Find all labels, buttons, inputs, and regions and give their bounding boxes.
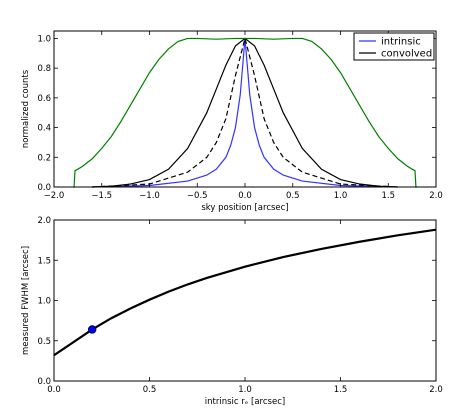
- profile-xtick-label: −0.5: [187, 191, 208, 201]
- fwhm-lines: [53, 228, 437, 357]
- profile-xtick-label: 0.5: [286, 191, 300, 201]
- profile-subplot: −2.0 −1.5 −1.0 −0.5 0.0 0.5 1.0 1.5 2.0 0.0 0.2 0.4…: [21, 30, 443, 213]
- fwhm-series-0: [53, 228, 437, 357]
- profile-ytick-label: 1.0: [37, 34, 51, 44]
- legend-label-intrinsic: intrinsic: [381, 37, 421, 48]
- profile-series-3: [73, 37, 417, 188]
- profile-xtick-label: 2.0: [429, 191, 443, 201]
- profile-series-2: [92, 38, 398, 188]
- profile-y-axis-label: normalized counts: [21, 69, 31, 148]
- fwhm-marker-0: [87, 325, 97, 334]
- profile-ytick-label: 0.6: [37, 94, 51, 104]
- fwhm-x-axis-label: intrinsic rₑ [arcsec]: [205, 397, 285, 407]
- profile-series-intrinsic: [92, 38, 398, 188]
- fwhm-subplot: 0.0 0.5 1.0 1.5 2.0 0.0 0.5 1.0 1.5 2.0 intrinsic…: [21, 216, 443, 407]
- profile-ytick-label: 0.0: [37, 183, 51, 193]
- fwhm-xtick-label: 1.0: [238, 385, 252, 395]
- fwhm-xtick-label: 0.0: [47, 385, 61, 395]
- legend-box: [353, 32, 435, 61]
- legend: intrinsic convolved: [353, 32, 435, 61]
- fwhm-axes-frame: [53, 219, 437, 382]
- fwhm-xtick-label: 1.5: [334, 385, 348, 395]
- profile-x-axis-label: sky position [arcsec]: [201, 203, 288, 213]
- legend-label-convolved: convolved: [381, 49, 432, 60]
- fwhm-ticks: 0.0 0.5 1.0 1.5 2.0 0.0 0.5 1.0 1.5 2.0: [37, 216, 442, 395]
- fwhm-xtick-label: 0.5: [143, 385, 157, 395]
- profile-lines: [73, 37, 417, 188]
- profile-xtick-label: 1.0: [334, 191, 348, 201]
- fwhm-ytick-label: 1.5: [37, 256, 51, 266]
- profile-xtick-label: −1.0: [139, 191, 160, 201]
- profile-xtick-label: −2.0: [44, 191, 65, 201]
- profile-xtick-label: 1.5: [381, 191, 395, 201]
- fwhm-ytick-label: 2.0: [37, 216, 51, 226]
- fwhm-xtick-label: 2.0: [429, 385, 443, 395]
- profile-ticks: −2.0 −1.5 −1.0 −0.5 0.0 0.5 1.0 1.5 2.0 0.0 0.2 0.4…: [37, 31, 443, 201]
- fwhm-ytick-label: 0.0: [37, 377, 51, 387]
- profile-xtick-label: 0.0: [238, 191, 252, 201]
- fwhm-ytick-label: 1.0: [37, 297, 51, 307]
- profile-xtick-label: −1.5: [91, 191, 112, 201]
- fwhm-ytick-label: 0.5: [37, 337, 51, 347]
- profile-series-convolved: [92, 37, 398, 188]
- profile-ytick-label: 0.2: [37, 153, 51, 163]
- profile-ytick-label: 0.8: [37, 64, 51, 74]
- profile-ytick-label: 0.4: [37, 124, 51, 134]
- fwhm-y-axis-label: measured FWHM [arcsec]: [21, 246, 31, 355]
